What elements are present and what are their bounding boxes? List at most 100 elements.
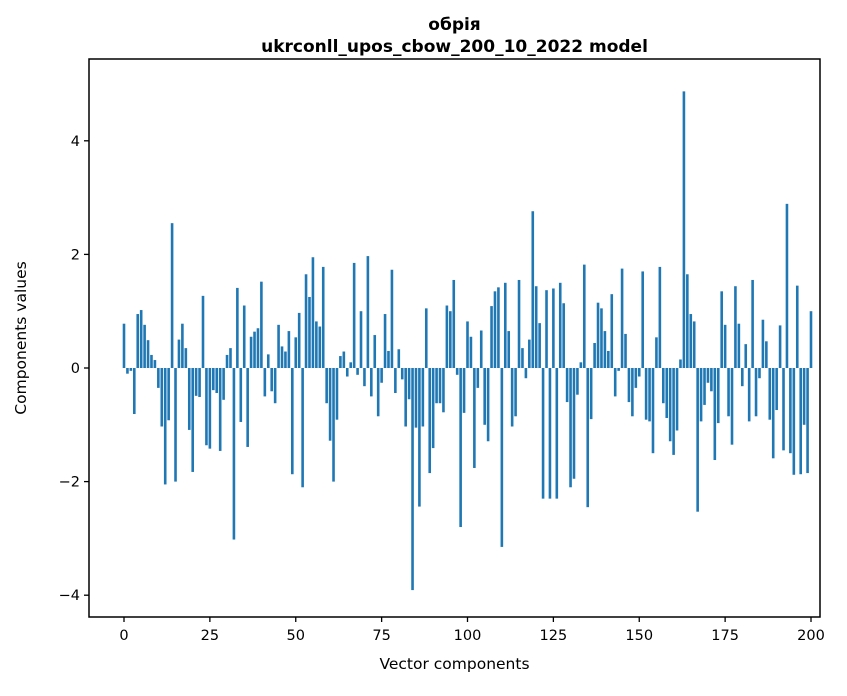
bar-component-151 xyxy=(641,271,644,368)
bar-component-8 xyxy=(150,354,153,368)
bar-component-39 xyxy=(256,328,260,368)
bar-component-18 xyxy=(184,348,188,368)
bar-component-19 xyxy=(187,368,191,430)
bar-component-188 xyxy=(768,368,772,420)
bar-component-30 xyxy=(225,354,229,368)
bar-component-164 xyxy=(686,274,689,368)
bar-component-27 xyxy=(215,368,219,393)
x-axis-ticks: 0 25 50 75 100 125 150 175 200 xyxy=(119,617,825,644)
bar-component-67 xyxy=(352,262,356,368)
bar-component-109 xyxy=(497,287,500,368)
bar-component-181 xyxy=(744,344,748,368)
bar-component-154 xyxy=(651,368,655,454)
bar-component-99 xyxy=(462,368,466,413)
bar-component-149 xyxy=(634,368,638,388)
bar-component-183 xyxy=(751,279,754,368)
bar-component-16 xyxy=(177,339,181,368)
bar-component-108 xyxy=(493,291,497,368)
bar-component-193 xyxy=(785,203,789,368)
x-tick-label: 100 xyxy=(454,628,482,644)
x-tick-label: 0 xyxy=(119,628,128,644)
bar-component-47 xyxy=(284,351,287,368)
bar-component-191 xyxy=(778,325,782,368)
bar-component-64 xyxy=(342,351,346,368)
bar-component-189 xyxy=(771,368,775,459)
y-tick-label: 4 xyxy=(71,134,80,150)
bar-component-56 xyxy=(315,321,318,368)
bar-component-22 xyxy=(198,368,201,397)
x-axis-label: Vector components xyxy=(379,655,529,673)
bar-component-182 xyxy=(747,368,751,422)
bar-component-61 xyxy=(332,368,335,482)
bar-component-179 xyxy=(737,323,741,368)
bar-component-100 xyxy=(466,321,469,368)
bar-component-178 xyxy=(734,286,737,368)
bar-component-196 xyxy=(795,285,799,368)
bar-component-139 xyxy=(600,308,603,368)
bar-component-51 xyxy=(297,312,301,368)
bar-component-73 xyxy=(373,335,377,368)
bar-component-176 xyxy=(727,368,730,417)
bar-component-81 xyxy=(400,368,404,380)
bar-component-44 xyxy=(273,368,277,404)
bar-component-131 xyxy=(572,368,576,479)
bar-component-105 xyxy=(483,368,486,425)
bar-component-20 xyxy=(191,368,194,472)
bar-component-76 xyxy=(383,314,387,368)
bar-component-123 xyxy=(545,290,548,368)
bar-component-38 xyxy=(253,331,256,368)
bar-component-130 xyxy=(569,368,572,488)
bar-component-135 xyxy=(586,368,590,508)
bar-component-165 xyxy=(689,314,693,368)
bar-component-177 xyxy=(730,368,734,445)
bars-group xyxy=(122,91,813,591)
bar-component-124 xyxy=(548,368,552,499)
bar-component-197 xyxy=(799,368,802,475)
bar-component-65 xyxy=(345,368,349,377)
bar-component-137 xyxy=(593,343,596,368)
bar-component-46 xyxy=(280,346,284,368)
bar-component-160 xyxy=(672,368,675,455)
bar-component-180 xyxy=(741,368,744,387)
bar-component-86 xyxy=(418,368,421,507)
bar-component-167 xyxy=(696,368,699,512)
bar-component-24 xyxy=(205,368,208,446)
bar-component-49 xyxy=(291,368,294,475)
bar-component-34 xyxy=(239,368,243,422)
bar-component-25 xyxy=(208,368,212,449)
bar-component-83 xyxy=(407,368,411,400)
bar-component-89 xyxy=(428,368,432,474)
bar-component-129 xyxy=(565,368,569,403)
bar-component-11 xyxy=(160,368,164,427)
bar-component-29 xyxy=(222,368,225,400)
bar-component-142 xyxy=(610,294,614,368)
bar-component-155 xyxy=(655,337,658,368)
y-tick-label: −2 xyxy=(59,475,80,491)
bar-component-4 xyxy=(136,314,140,368)
bar-component-31 xyxy=(229,348,232,368)
y-tick-label: 0 xyxy=(71,361,80,377)
bar-component-23 xyxy=(201,295,205,368)
bar-component-3 xyxy=(133,368,136,415)
bar-component-33 xyxy=(236,287,239,368)
bar-component-125 xyxy=(552,288,555,368)
bar-component-150 xyxy=(637,368,641,377)
bar-component-43 xyxy=(270,368,274,392)
bar-component-78 xyxy=(390,269,394,368)
bar-component-106 xyxy=(486,368,490,442)
bar-component-141 xyxy=(607,350,610,368)
bar-component-133 xyxy=(579,362,583,368)
bar-component-80 xyxy=(397,349,401,368)
bar-component-136 xyxy=(589,368,593,420)
y-tick-label: −4 xyxy=(59,588,80,604)
bar-component-52 xyxy=(301,368,304,488)
bar-component-72 xyxy=(370,368,373,397)
bar-component-112 xyxy=(507,331,511,368)
bar-component-134 xyxy=(582,264,586,368)
bar-component-82 xyxy=(404,368,407,427)
bar-component-94 xyxy=(445,305,449,368)
bar-component-138 xyxy=(596,302,600,368)
bar-component-85 xyxy=(414,368,418,428)
bar-component-148 xyxy=(631,368,634,417)
